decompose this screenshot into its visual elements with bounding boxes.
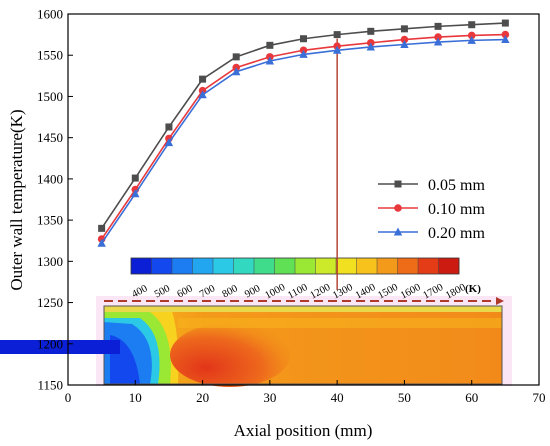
x-axis-label: Axial position (mm) [234,421,373,440]
y-tick-label: 1500 [37,89,63,104]
colorbar-swatch [315,258,337,274]
legend-label: 0.10 mm [428,201,485,218]
data-point [164,138,174,147]
colorbar-swatch [172,258,193,274]
data-point [468,21,476,29]
series-0-05-mm [98,19,509,232]
inset-hot-spot [170,323,290,387]
y-tick-label: 1600 [37,7,63,22]
x-tick-label: 50 [398,390,411,405]
data-point [131,189,140,198]
series-0-20-mm [97,35,510,247]
legend-entry: 0.10 mm [378,201,485,218]
colorbar-swatch [254,258,275,274]
colorbar-swatch [233,258,255,274]
temperature-contour-inset [0,296,512,387]
y-tick-label: 1400 [37,171,63,186]
data-point [501,35,510,44]
data-point [433,37,443,46]
series-group [97,19,510,247]
colorbar-swatch [213,258,234,274]
y-tick-label: 1200 [37,336,63,351]
data-point [467,31,476,40]
data-point [266,41,274,49]
x-tick-label: 30 [263,390,276,405]
colorbar: 400 500 600 700 800 900 1000 1100 12001300140015… [130,257,481,302]
data-point [501,19,509,27]
data-point [400,25,408,33]
colorbar-swatch [131,258,152,274]
legend-entry: 0.05 mm [378,177,485,194]
legend-label: 0.20 mm [428,225,485,242]
data-point [198,90,207,99]
data-point [232,53,240,61]
x-tick-label: 0 [65,390,72,405]
y-tick-label: 1350 [37,213,63,228]
x-tick-label: 10 [129,390,142,405]
inset-upper-band [178,318,502,328]
x-tick-label: 40 [331,390,344,405]
legend-entry: 0.20 mm [378,225,485,242]
data-point [467,35,476,44]
colorbar-swatch [274,258,296,274]
colorbar-swatch [377,258,398,274]
data-point [366,42,375,51]
data-point [98,224,106,232]
data-point [199,75,207,83]
colorbar-swatch [192,258,214,274]
plot-frame [67,13,540,386]
x-tick-label: 20 [196,390,209,405]
data-point [393,227,403,236]
axes: 0 10 20 30 40 50 60 70 1150 1200 1250 1300 1350 1400 1… [37,7,546,406]
data-point [434,33,442,41]
colorbar-swatch [397,258,419,274]
legend: 0.05 mm 0.10 mm 0.20 mm [378,177,485,242]
data-point [434,22,442,30]
data-point [332,45,342,54]
colorbar-swatch [438,258,460,274]
data-point [367,27,375,35]
colorbar-swatch [336,258,357,274]
y-tick-label: 1250 [37,295,63,310]
data-point [97,238,106,247]
colorbar-swatch [295,258,316,274]
data-point [400,35,409,44]
data-point [232,67,241,76]
y-tick-label: 1300 [37,254,63,269]
y-tick-label: 1150 [37,378,63,393]
data-point [333,31,341,39]
colorbar-swatch [151,258,173,274]
data-point [394,204,402,212]
colorbar-swatch [418,258,439,274]
data-point [394,180,402,188]
x-tick-label: 70 [533,390,546,405]
y-tick-label: 1550 [37,48,63,63]
inset-top-wall [104,306,502,312]
data-point [300,35,307,43]
data-point [265,56,275,65]
y-axis-label: Outer wall temperature(K) [7,109,26,290]
inset-probe-arrow [496,297,504,305]
colorbar-swatch [356,258,378,274]
y-tick-label: 1450 [37,130,63,145]
legend-label: 0.05 mm [428,177,485,194]
inset-inlet-jet [0,340,120,354]
colorbar-unit: (K) [465,283,481,295]
data-point [131,174,139,182]
data-point [299,49,308,58]
data-point [501,30,510,39]
x-tick-label: 60 [465,390,478,405]
data-point [165,123,173,131]
data-point [400,40,409,49]
